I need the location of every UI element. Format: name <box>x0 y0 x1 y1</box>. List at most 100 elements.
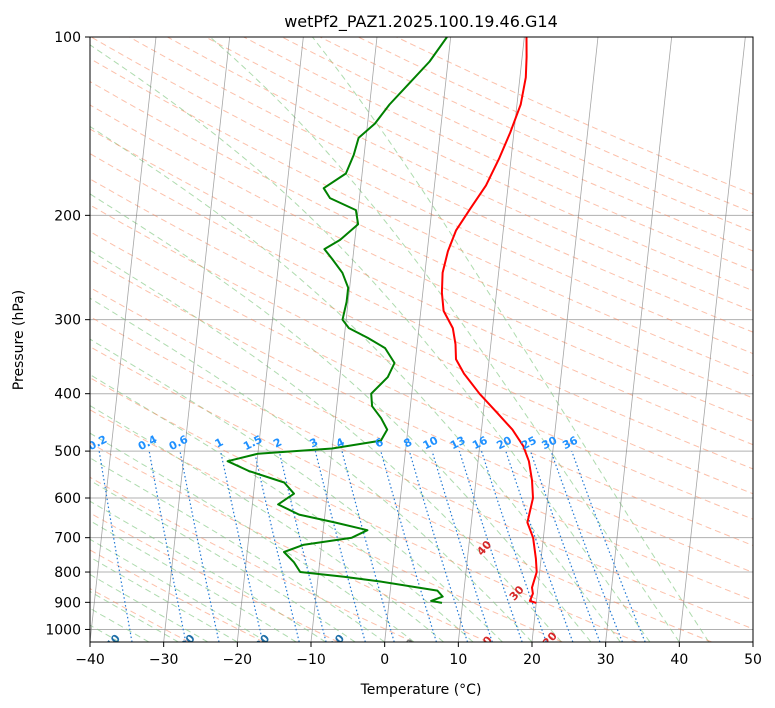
mixing-ratio-label: 20 <box>494 434 514 453</box>
dry-adiabat-label: 0 <box>403 636 418 651</box>
y-axis: 100 200 300 400 500 600 700 800 900 1000 <box>45 30 90 638</box>
dry-adiabat-label: 30 <box>507 583 527 603</box>
x-tick-label: 10 <box>449 652 467 668</box>
mixing-ratio-line <box>505 450 574 642</box>
dry-adiabat-line <box>90 409 563 642</box>
y-tick-label: 900 <box>54 595 81 611</box>
dry-adiabat-label: 40 <box>474 538 494 558</box>
profile-line <box>226 37 448 604</box>
isotherm-line <box>678 37 746 642</box>
mixing-ratio-label: 1 <box>213 435 226 450</box>
plot-frame <box>89 36 754 643</box>
moist-adiabat-line <box>90 457 385 642</box>
mixing-ratio-lines <box>98 450 646 642</box>
y-tick-label: 300 <box>54 313 81 329</box>
y-tick-label: 700 <box>54 531 81 547</box>
y-tick-label: 600 <box>54 491 81 507</box>
x-tick-label: 40 <box>670 652 688 668</box>
mixing-ratio-label: 16 <box>470 434 490 453</box>
moist-adiabat-line <box>90 432 415 642</box>
isotherm-line <box>0 37 9 642</box>
dry-adiabat-line <box>90 258 753 573</box>
moist-adiabat-line <box>90 44 651 642</box>
moist-adiabat-line <box>90 520 297 642</box>
mixing-ratio-line <box>220 450 264 642</box>
moist-adiabat-line <box>90 249 562 642</box>
isotherm-line <box>163 37 231 642</box>
dry-adiabat-label: -10 <box>324 632 347 656</box>
dry-adiabat-line <box>90 104 753 422</box>
mixing-ratio-line <box>431 450 493 642</box>
mixing-ratio-label: 1.5 <box>241 433 264 453</box>
mixing-ratio-label: 0.6 <box>167 433 191 454</box>
isotherm-line <box>90 37 157 642</box>
x-tick-label: −40 <box>75 652 105 668</box>
dry-adiabat-label: 10 <box>475 633 495 653</box>
dry-adiabat-line <box>90 588 190 642</box>
mixing-ratio-label: 0.4 <box>136 433 160 454</box>
mixing-ratio-line <box>408 450 469 642</box>
dry-adiabat-label: -20 <box>249 632 272 656</box>
dry-adiabat-line <box>129 37 753 333</box>
profile-series <box>226 37 538 604</box>
dry-adiabat-line <box>90 346 712 642</box>
mixing-ratio-label: 10 <box>421 434 441 453</box>
moist-adiabat-line <box>90 193 592 642</box>
mixing-ratio-line <box>529 450 601 642</box>
moist-adiabat-line <box>90 479 356 642</box>
dry-adiabat-line <box>319 37 753 233</box>
x-tick-label: 0 <box>380 652 389 668</box>
dry-adiabat-label: 20 <box>540 629 560 649</box>
moist-adiabat-line <box>90 573 209 642</box>
x-tick-label: −30 <box>149 652 179 668</box>
moist-adiabat-line <box>90 338 503 642</box>
dry-adiabat-label: -40 <box>100 632 123 656</box>
y-tick-label: 100 <box>54 30 81 46</box>
x-tick-label: 20 <box>523 652 541 668</box>
x-axis-label: Temperature (°C) <box>360 682 482 698</box>
mixing-ratio-label: 13 <box>448 434 468 453</box>
dry-adiabat-line <box>167 37 753 312</box>
moist-adiabat-line <box>90 556 238 642</box>
dry-adiabat-line <box>90 286 753 601</box>
y-tick-label: 200 <box>54 208 81 224</box>
x-tick-label: 30 <box>597 652 615 668</box>
y-tick-label: 800 <box>54 565 81 581</box>
mixing-ratio-line <box>571 450 646 642</box>
moist-adiabat-line <box>209 37 680 642</box>
y-tick-label: 500 <box>54 444 81 460</box>
dry-adiabats <box>90 37 753 642</box>
mixing-ratio-label: 25 <box>519 434 539 453</box>
isotherm-line <box>531 37 599 642</box>
mixing-ratio-line <box>458 450 523 642</box>
mixing-ratio-line <box>480 450 547 642</box>
isotherm-line <box>752 638 753 642</box>
chart-title: wetPf2_PAZ1.2025.100.19.46.G14 <box>284 12 558 32</box>
dry-adiabat-line <box>90 549 264 642</box>
mixing-ratio-line <box>179 450 220 642</box>
y-tick-label: 400 <box>54 387 81 403</box>
dry-adiabat-line <box>90 178 753 495</box>
mixing-ratio-line <box>341 450 395 642</box>
dry-adiabat-line <box>90 37 753 355</box>
isotherm-line <box>384 37 452 642</box>
mixing-ratio-label: 36 <box>560 434 580 453</box>
mixing-ratio-line <box>253 450 300 642</box>
dry-adiabat-line <box>90 128 753 446</box>
isotherm-line <box>236 37 304 642</box>
dry-adiabat-line <box>90 442 488 642</box>
dry-adiabat-label: -30 <box>175 632 198 656</box>
moist-adiabat-line <box>90 405 444 642</box>
x-tick-label: −10 <box>296 652 326 668</box>
dry-adiabat-line <box>90 81 753 399</box>
mixing-ratio-label: 2 <box>271 435 284 450</box>
moist-adiabat-line <box>90 125 621 642</box>
dry-adiabat-line <box>90 153 753 470</box>
moist-adiabat-line <box>90 538 268 642</box>
mixing-ratio-label: 0.2 <box>86 433 109 453</box>
x-tick-label: −20 <box>223 652 253 668</box>
mixing-ratio-label: 8 <box>401 435 414 450</box>
y-axis-label: Pressure (hPa) <box>11 290 27 390</box>
profile-line <box>440 37 538 604</box>
